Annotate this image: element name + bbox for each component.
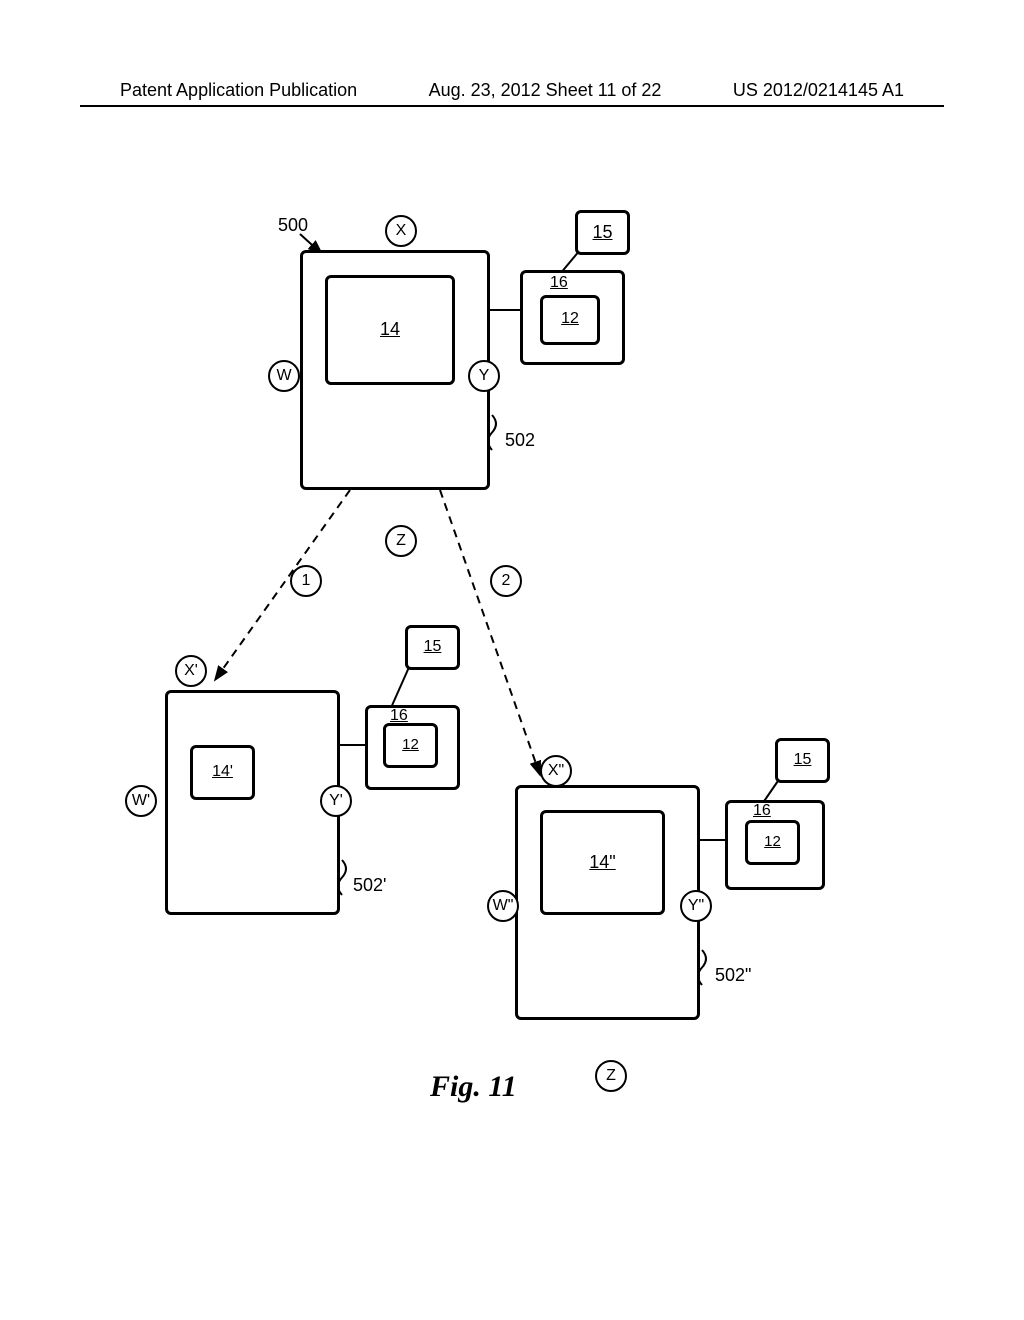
figure-canvas: Fig. 11 14151612XWYZ50214'151612X'W'Y'50… bbox=[0, 190, 1024, 1130]
circle-Xp: X' bbox=[175, 655, 207, 687]
groupB-outer bbox=[165, 690, 340, 915]
label-16-c: 16 bbox=[753, 802, 793, 820]
circle-Y: Y bbox=[468, 360, 500, 392]
label-15-c: 15 bbox=[775, 751, 830, 769]
page-header: Patent Application Publication Aug. 23, … bbox=[0, 80, 1024, 101]
ref-502p: 502' bbox=[353, 875, 386, 896]
label-14: 14 bbox=[325, 319, 455, 340]
circle-Wpp: W" bbox=[487, 890, 519, 922]
label-15: 15 bbox=[575, 222, 630, 243]
label-12: 12 bbox=[540, 310, 600, 328]
circle-Wp: W' bbox=[125, 785, 157, 817]
label-14p: 14' bbox=[190, 763, 255, 781]
header-mid: Aug. 23, 2012 Sheet 11 of 22 bbox=[429, 80, 662, 101]
label-14pp: 14" bbox=[540, 852, 665, 873]
header-left: Patent Application Publication bbox=[120, 80, 357, 101]
circle-Xpp: X" bbox=[540, 755, 572, 787]
circle-2: 2 bbox=[490, 565, 522, 597]
ref-502pp: 502" bbox=[715, 965, 751, 986]
circle-X: X bbox=[385, 215, 417, 247]
circle-Yp: Y' bbox=[320, 785, 352, 817]
label-12-c: 12 bbox=[745, 833, 800, 850]
circle-Z: Z bbox=[385, 525, 417, 557]
label-12-b: 12 bbox=[383, 736, 438, 753]
label-16: 16 bbox=[550, 274, 590, 292]
ref-500: 500 bbox=[278, 215, 308, 236]
circle-1: 1 bbox=[290, 565, 322, 597]
circle-Ypp: Y" bbox=[680, 890, 712, 922]
header-right: US 2012/0214145 A1 bbox=[733, 80, 904, 101]
edges-svg bbox=[0, 190, 1024, 1130]
ref-502: 502 bbox=[505, 430, 535, 451]
label-15-b: 15 bbox=[405, 638, 460, 656]
figure-caption: Fig. 11 bbox=[430, 1070, 517, 1104]
header-rule bbox=[80, 105, 944, 107]
circle-W: W bbox=[268, 360, 300, 392]
circle-Z-c: Z bbox=[595, 1060, 627, 1092]
